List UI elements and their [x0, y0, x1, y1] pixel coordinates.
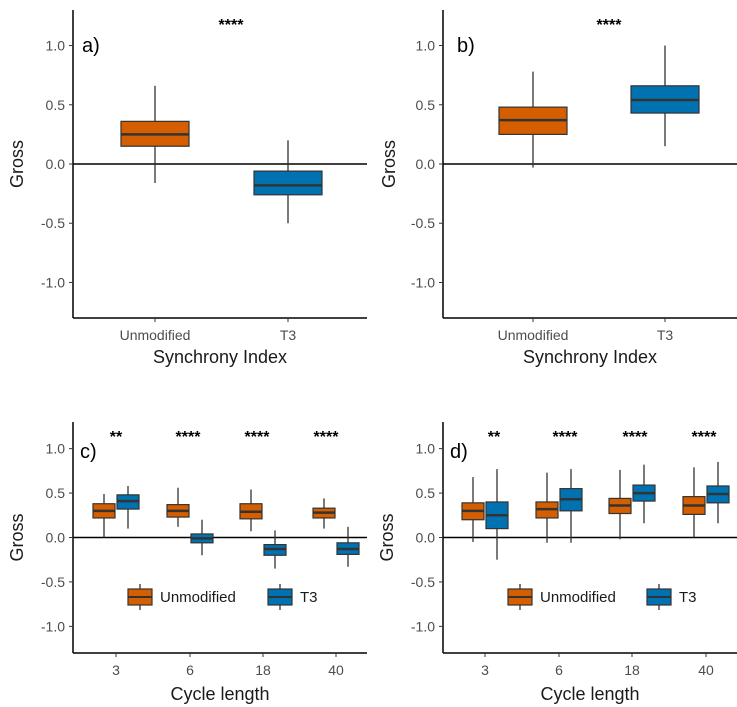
- significance-label: **: [110, 429, 123, 446]
- x-tick-label: 40: [698, 662, 714, 678]
- significance-label: ****: [176, 429, 202, 446]
- significance-label: ****: [692, 429, 718, 446]
- box-t3-T3: [630, 45, 700, 147]
- legend: Unmodified T3: [127, 584, 318, 610]
- box-t3-6: [190, 519, 214, 556]
- box-t3-40: [706, 461, 730, 524]
- significance-label: ****: [597, 17, 623, 34]
- x-tick-label: 6: [186, 662, 194, 678]
- box-unmodified-40: [312, 498, 336, 529]
- box-unmodified-3: [92, 493, 116, 538]
- y-tick-label: 0.5: [46, 97, 66, 113]
- y-tick-label: 1.0: [416, 38, 436, 54]
- box-t3-6: [559, 469, 583, 543]
- x-tick-label: 18: [624, 662, 640, 678]
- box-unmodified-6: [535, 472, 559, 543]
- y-tick-label: -1.0: [41, 618, 65, 634]
- box-t3-18: [263, 530, 287, 569]
- box-unmodified-Unmodified: [498, 71, 568, 168]
- box-unmodified-18: [608, 469, 632, 540]
- y-tick-label: 1.0: [46, 441, 66, 457]
- y-tick-label: 0.5: [46, 485, 66, 501]
- x-axis-title: Cycle length: [170, 684, 269, 704]
- x-tick-label: 3: [481, 662, 489, 678]
- significance-label: ****: [245, 429, 271, 446]
- box-unmodified-40: [682, 467, 706, 538]
- y-axis-title: Gross: [7, 513, 27, 561]
- y-tick-label: -1.0: [411, 274, 435, 290]
- panel-label: b): [457, 35, 475, 57]
- significance-label: **: [488, 429, 501, 446]
- box-unmodified-6: [166, 487, 190, 527]
- legend-label: T3: [679, 589, 697, 606]
- panel-c: 1.0 0.5 0.0 -0.5 -1.0 3 6 18 40 Cycle length Gross…: [7, 422, 367, 704]
- y-tick-label: 0.0: [416, 156, 436, 172]
- legend-label: Unmodified: [160, 589, 236, 606]
- x-axis-title: Cycle length: [540, 684, 639, 704]
- legend-key-t3: [646, 584, 672, 610]
- y-tick-label: 1.0: [46, 38, 66, 54]
- y-axis-title: Gross: [379, 140, 399, 188]
- x-tick-label: T3: [280, 327, 297, 343]
- x-tick-label: 40: [328, 662, 344, 678]
- y-tick-label: -1.0: [411, 618, 435, 634]
- legend-key-unmodified: [507, 584, 533, 610]
- box-t3-40: [336, 526, 360, 567]
- y-tick-label: -0.5: [411, 574, 435, 590]
- box-t3-T3: [253, 140, 323, 224]
- box-body: [253, 170, 323, 196]
- y-tick-label: -1.0: [41, 274, 65, 290]
- x-axis-title: Synchrony Index: [153, 347, 287, 367]
- box-unmodified-Unmodified: [120, 85, 190, 183]
- y-axis-title: Gross: [377, 513, 397, 561]
- significance-label: ****: [553, 429, 579, 446]
- y-tick-label: 1.0: [416, 441, 436, 457]
- y-axis-title: Gross: [7, 140, 27, 188]
- box-unmodified-3: [461, 477, 485, 542]
- box-unmodified-18: [239, 489, 263, 532]
- y-tick-label: -0.5: [41, 215, 65, 231]
- x-tick-label: T3: [657, 327, 674, 343]
- y-tick-label: -0.5: [41, 574, 65, 590]
- legend-key-t3: [267, 584, 293, 610]
- box-t3-3: [116, 485, 140, 529]
- legend-label: Unmodified: [540, 589, 616, 606]
- legend-key-unmodified: [127, 584, 153, 610]
- x-tick-label: 3: [112, 662, 120, 678]
- x-tick-label: 6: [555, 662, 563, 678]
- panel-label: d): [450, 441, 468, 463]
- y-tick-label: -0.5: [411, 215, 435, 231]
- x-tick-label: Unmodified: [498, 327, 569, 343]
- significance-label: ****: [623, 429, 649, 446]
- y-tick-label: 0.5: [416, 97, 436, 113]
- panel-label: c): [80, 441, 97, 463]
- x-tick-label: 18: [255, 662, 271, 678]
- panel-d: 1.0 0.5 0.0 -0.5 -1.0 3 6 18 40 Cycle length Gross…: [377, 422, 737, 704]
- x-axis-title: Synchrony Index: [523, 347, 657, 367]
- box-t3-18: [632, 464, 656, 524]
- y-tick-label: 0.0: [46, 156, 66, 172]
- significance-label: ****: [219, 17, 245, 34]
- significance-label: ****: [314, 429, 340, 446]
- y-tick-label: 0.0: [46, 530, 66, 546]
- panel-label: a): [82, 35, 100, 57]
- panel-a: 1.0 0.5 0.0 -0.5 -1.0 Unmodified T3 Synchrony I…: [7, 10, 367, 367]
- y-tick-label: 0.0: [416, 530, 436, 546]
- x-tick-label: Unmodified: [120, 327, 191, 343]
- box-t3-3: [485, 469, 509, 560]
- y-tick-label: 0.5: [416, 485, 436, 501]
- legend: Unmodified T3: [507, 584, 697, 610]
- legend-label: T3: [300, 589, 318, 606]
